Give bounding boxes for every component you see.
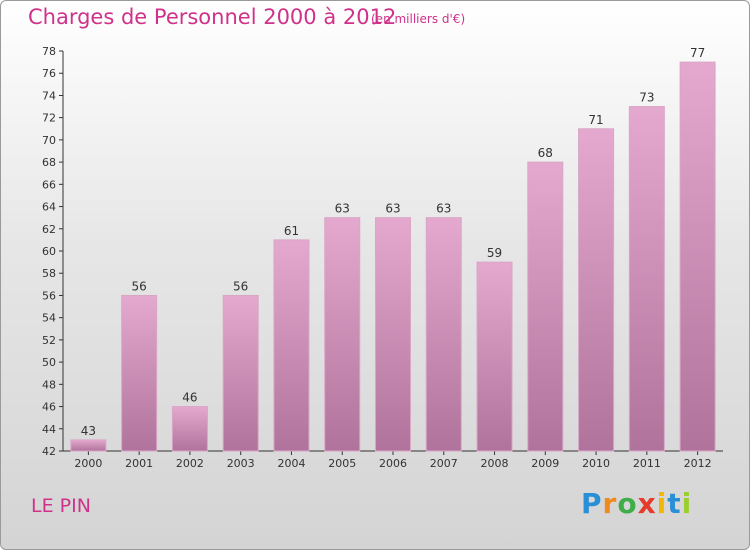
x-tick-label: 2007 xyxy=(430,457,458,470)
y-tick-label: 50 xyxy=(42,356,56,369)
bar-value-label: 56 xyxy=(233,279,248,293)
logo-letter: x xyxy=(637,487,657,520)
x-tick-label: 2008 xyxy=(481,457,509,470)
y-tick-label: 42 xyxy=(42,445,56,458)
bar xyxy=(171,406,208,452)
x-tick-label: 2006 xyxy=(379,457,407,470)
bars xyxy=(70,61,716,452)
x-tick-label: 2012 xyxy=(684,457,712,470)
bar-value-label: 63 xyxy=(385,202,400,216)
bar-value-label: 68 xyxy=(538,146,553,160)
logo-letter: i xyxy=(656,487,668,520)
bar xyxy=(476,261,513,452)
bar-value-label: 61 xyxy=(284,224,299,238)
bar xyxy=(121,294,158,452)
bar-value-label: 71 xyxy=(588,113,603,127)
bar xyxy=(324,217,361,452)
x-tick-label: 2009 xyxy=(531,457,559,470)
bar xyxy=(578,128,615,452)
place-name: LE PIN xyxy=(31,495,91,517)
proxiti-logo[interactable]: Proxiti xyxy=(581,487,692,520)
logo-letter: P xyxy=(581,487,603,520)
x-tick-label: 2005 xyxy=(328,457,356,470)
x-tick-label: 2011 xyxy=(633,457,661,470)
y-tick-label: 64 xyxy=(42,201,56,214)
y-tick-label: 52 xyxy=(42,334,56,347)
bar-value-label: 77 xyxy=(690,46,705,60)
bar-labels: 43 56 46 56 61 63 63 63 59 68 71 73 77 xyxy=(81,46,706,438)
bar xyxy=(273,239,310,452)
y-tick-label: 76 xyxy=(42,67,56,80)
bar-value-label: 43 xyxy=(81,424,96,438)
y-tick-label: 46 xyxy=(42,401,56,414)
y-tick-label: 58 xyxy=(42,267,56,280)
y-tick-label: 56 xyxy=(42,289,56,302)
bar-value-label: 63 xyxy=(436,202,451,216)
y-tick-label: 44 xyxy=(42,423,56,436)
x-tick-label: 2002 xyxy=(176,457,204,470)
y-tick-label: 74 xyxy=(42,89,56,102)
x-tick-label: 2004 xyxy=(277,457,305,470)
bar xyxy=(628,106,665,452)
x-tick-label: 2001 xyxy=(125,457,153,470)
logo-letter: i xyxy=(681,487,693,520)
x-tick-label: 2000 xyxy=(74,457,102,470)
y-tick-label: 60 xyxy=(42,245,56,258)
bar xyxy=(425,217,462,452)
chart-subtitle: (en milliers d'€) xyxy=(371,12,466,26)
bar-value-label: 46 xyxy=(182,391,197,405)
logo-letter: r xyxy=(602,487,618,520)
y-tick-label: 72 xyxy=(42,112,56,125)
y-tick-label: 48 xyxy=(42,378,56,391)
bar-value-label: 63 xyxy=(335,202,350,216)
x-tick-label: 2003 xyxy=(227,457,255,470)
bar-value-label: 73 xyxy=(639,91,654,105)
bar xyxy=(70,439,107,452)
bar xyxy=(375,217,411,452)
y-tick-label: 70 xyxy=(42,134,56,147)
bar-value-label: 56 xyxy=(132,279,147,293)
y-tick-label: 78 xyxy=(42,45,56,58)
bar-value-label: 59 xyxy=(487,246,502,260)
y-tick-label: 68 xyxy=(42,156,56,169)
chart-title: Charges de Personnel 2000 à 2012 xyxy=(28,5,397,29)
bar xyxy=(527,161,564,452)
y-tick-label: 54 xyxy=(42,312,56,325)
logo-letter: t xyxy=(667,487,682,520)
bar xyxy=(679,61,716,452)
bar xyxy=(222,294,259,452)
logo-letter: o xyxy=(617,487,638,520)
x-tick-label: 2010 xyxy=(582,457,610,470)
y-tick-label: 62 xyxy=(42,223,56,236)
axes: 42 44 46 48 50 52 54 56 58 60 62 64 66 68 70 72 74 76 78 20… xyxy=(42,45,723,470)
y-tick-label: 66 xyxy=(42,178,56,191)
